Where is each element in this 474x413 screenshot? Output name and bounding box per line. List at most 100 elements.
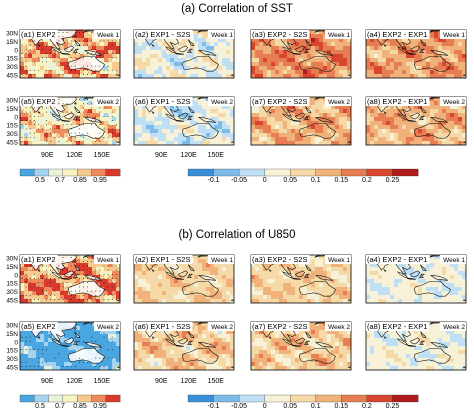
field-cell bbox=[259, 263, 264, 268]
coastline bbox=[462, 74, 466, 77]
field-cell bbox=[214, 58, 219, 63]
field-cell bbox=[299, 125, 304, 130]
field-cell bbox=[166, 287, 171, 292]
field-cell bbox=[406, 275, 411, 280]
field-cell bbox=[72, 279, 77, 284]
field-cell bbox=[186, 271, 191, 276]
field-cell bbox=[438, 291, 443, 296]
field-cell bbox=[134, 62, 139, 67]
coastline bbox=[419, 48, 426, 53]
field-cell bbox=[394, 137, 399, 142]
field-cell bbox=[390, 267, 395, 272]
field-cell bbox=[178, 58, 183, 63]
field-cell bbox=[92, 38, 97, 43]
field-cell bbox=[36, 133, 41, 138]
field-cell bbox=[32, 275, 37, 280]
field-cell bbox=[303, 129, 308, 134]
significance-dot bbox=[83, 282, 84, 284]
significance-dot bbox=[78, 40, 80, 42]
coastline bbox=[181, 280, 219, 297]
significance-dot bbox=[54, 44, 56, 46]
field-cell bbox=[394, 275, 399, 280]
field-cell bbox=[414, 105, 419, 110]
panel-label-bg bbox=[134, 30, 193, 39]
field-cell bbox=[275, 125, 280, 130]
field-cell bbox=[434, 70, 439, 75]
field-cell bbox=[442, 275, 447, 280]
field-cell bbox=[335, 121, 340, 126]
field-cell bbox=[283, 74, 288, 78]
significance-dot bbox=[37, 107, 39, 109]
field-cell bbox=[20, 358, 25, 363]
field-cell bbox=[134, 358, 139, 363]
field-cell bbox=[142, 338, 147, 343]
field-cell bbox=[251, 133, 256, 138]
field-cell bbox=[44, 46, 49, 51]
lon-tick-label: 120E bbox=[180, 152, 197, 159]
panel-week-label: Week 2 bbox=[328, 99, 350, 106]
field-cell bbox=[422, 287, 427, 292]
field-cell bbox=[287, 74, 292, 78]
lon-tick-label: 90E bbox=[155, 152, 168, 159]
field-cell bbox=[347, 267, 351, 272]
field-cell bbox=[64, 129, 69, 134]
field-cell bbox=[222, 263, 227, 268]
field-cell bbox=[178, 42, 183, 47]
field-cell bbox=[442, 109, 447, 114]
field-cell bbox=[64, 283, 69, 288]
field-cell bbox=[339, 121, 344, 126]
field-cell bbox=[186, 121, 191, 126]
coastline bbox=[74, 260, 77, 263]
field-cell bbox=[48, 350, 53, 355]
field-cell bbox=[28, 70, 33, 75]
field-cell bbox=[198, 62, 203, 67]
significance-dot bbox=[99, 111, 101, 113]
field-cell bbox=[267, 267, 272, 272]
field-cell bbox=[422, 137, 427, 142]
field-cell bbox=[311, 137, 316, 142]
field-cell bbox=[52, 366, 57, 370]
coastline bbox=[197, 97, 208, 100]
significance-dot bbox=[66, 340, 68, 342]
field-cell bbox=[104, 137, 109, 142]
field-cell bbox=[142, 354, 147, 359]
field-cell bbox=[307, 263, 312, 268]
field-cell bbox=[271, 291, 276, 296]
field-cell bbox=[450, 267, 455, 272]
field-cell bbox=[116, 117, 120, 122]
field-cell bbox=[88, 259, 93, 264]
field-cell bbox=[390, 46, 395, 51]
field-cell bbox=[295, 58, 300, 63]
field-cell bbox=[28, 275, 33, 280]
map-panel: (a3) EXP2 - S2S Week 1 bbox=[250, 29, 352, 79]
significance-dot bbox=[70, 257, 72, 258]
field-cell bbox=[271, 54, 276, 59]
field-cell bbox=[24, 279, 29, 284]
field-cell bbox=[60, 346, 65, 351]
field-cell bbox=[32, 54, 37, 59]
field-cell bbox=[194, 46, 199, 51]
field-cell bbox=[347, 50, 351, 55]
field-cell bbox=[271, 283, 276, 288]
significance-dot bbox=[111, 336, 113, 338]
field-cell bbox=[311, 275, 316, 280]
field-cell bbox=[178, 287, 183, 292]
coastline bbox=[74, 106, 81, 114]
field-cell bbox=[20, 338, 25, 343]
field-cell bbox=[146, 338, 151, 343]
significance-dot bbox=[99, 273, 101, 275]
field-cell bbox=[84, 366, 89, 370]
field-cell bbox=[158, 338, 163, 343]
field-cell bbox=[255, 117, 260, 122]
field-cell bbox=[112, 117, 117, 122]
field-cell bbox=[92, 330, 97, 335]
field-cell bbox=[283, 66, 288, 71]
field-cell bbox=[100, 330, 105, 335]
field-cell bbox=[323, 275, 328, 280]
field-cell bbox=[138, 287, 143, 292]
field-cell bbox=[36, 338, 41, 343]
field-cell bbox=[96, 338, 101, 343]
field-cell bbox=[418, 133, 423, 138]
field-cell bbox=[76, 137, 81, 142]
field-cell bbox=[84, 74, 89, 78]
